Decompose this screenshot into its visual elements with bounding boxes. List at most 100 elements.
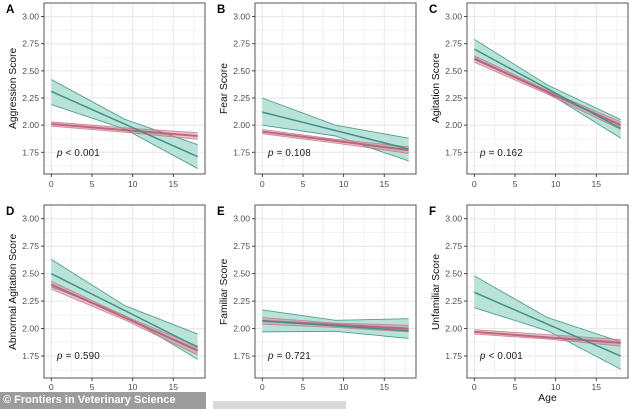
x-tick-label: 5: [90, 382, 95, 392]
ci-band-red-lower-edge: [262, 133, 409, 154]
y-tick-label: 2.00: [445, 120, 462, 130]
x-tick-label: 5: [513, 179, 518, 189]
p-value-c: p = 0.162: [480, 148, 523, 159]
x-tick-label: 10: [128, 179, 138, 189]
panel-border: [254, 204, 417, 379]
y-tick-label: 2.50: [445, 269, 462, 279]
x-tick-label: 15: [592, 179, 602, 189]
x-tick-label: 0: [260, 179, 265, 189]
trend-line-red: [474, 330, 621, 344]
x-tick-label: 5: [513, 382, 518, 392]
y-tick-label: 2.75: [445, 39, 462, 49]
y-tick-label: 2.50: [22, 66, 39, 76]
p-value-text: = 0.162: [485, 148, 523, 159]
y-tick-label: 3.00: [445, 214, 462, 224]
ci-band-green-upper-edge: [262, 309, 409, 321]
ci-band-red-upper-edge: [262, 129, 409, 148]
x-tick-label: 15: [592, 382, 602, 392]
ci-band-green-upper-edge: [262, 97, 409, 139]
ci-band-green-lower-edge: [51, 104, 198, 169]
ci-band-red-lower-edge: [474, 333, 621, 347]
p-value-text: = 0.590: [62, 351, 100, 362]
plot-area-f: 0 5 10 15 1.75 2.00 2.25 2.50 2.75 3.00: [445, 204, 629, 392]
ci-band-red-lower-edge: [51, 288, 198, 356]
p-symbol: p: [480, 148, 486, 159]
plot-area-e: 0 5 10 15 1.75 2.00 2.25 2.50 2.75 3.00: [233, 204, 417, 392]
x-tick-label: 5: [301, 179, 306, 189]
y-tick-label: 2.50: [233, 269, 250, 279]
trend-line-green: [473, 48, 622, 130]
ci-band-red-upper-edge: [262, 317, 409, 326]
x-axis-title: Age: [538, 392, 557, 404]
p-value-text: = 0.721: [273, 351, 311, 362]
panel-b: B Fear Score 0 5 10 15 1.75 2.00 2.25 2.50 2.75 3…: [211, 0, 423, 196]
p-symbol: p: [480, 351, 486, 362]
x-tick-label: 0: [49, 179, 54, 189]
x-tick-label: 15: [169, 179, 179, 189]
trend-line-red: [262, 130, 409, 152]
p-value-text: < 0.001: [485, 351, 523, 362]
panel-label-e: E: [217, 206, 225, 218]
panel-border: [254, 2, 417, 175]
cropped-watermark-strip: [213, 401, 346, 409]
ci-band-red-upper-edge: [474, 55, 621, 123]
trend-line-green: [262, 320, 409, 332]
y-tick-label: 3.00: [22, 12, 39, 22]
panel-border: [466, 204, 629, 379]
ci-band-red-lower-edge: [262, 323, 409, 333]
y-tick-label: 3.00: [233, 12, 250, 22]
x-tick-label: 0: [472, 179, 477, 189]
panel-e: E Familiar Score 0 5 10 15 1.75 2.00 2.25 2.50 2…: [211, 196, 423, 409]
ci-band-green-upper-edge: [474, 38, 621, 121]
plot-area-b: 0 5 10 15 1.75 2.00 2.25 2.50 2.75 3.00: [233, 2, 417, 189]
y-tick-label: 2.00: [22, 120, 39, 130]
p-symbol: p: [57, 351, 63, 362]
panel-f: F Unfamiliar Score 0 5 10 15 1.75 2.00 2.25 2.5…: [423, 196, 634, 409]
y-tick-label: 2.75: [233, 39, 250, 49]
panel-a: A Aggression Score 0 5 10 15 1.75 2.00 2.25 2.5…: [0, 0, 211, 196]
y-tick-label: 2.75: [445, 241, 462, 251]
y-tick-label: 3.00: [445, 12, 462, 22]
y-tick-label: 1.75: [22, 351, 39, 361]
y-tick-label: 3.00: [22, 214, 39, 224]
x-tick-label: 10: [339, 179, 349, 189]
plot-area-a: 0 5 10 15 1.75 2.00 2.25 2.50 2.75 3.00: [22, 2, 206, 189]
panel-label-c: C: [429, 4, 438, 16]
x-tick-label: 5: [301, 382, 306, 392]
p-symbol: p: [268, 351, 274, 362]
ci-band-red-upper-edge: [474, 329, 621, 341]
panel-border: [43, 204, 206, 379]
trend-line-green: [474, 291, 621, 357]
panel-label-b: B: [217, 4, 226, 16]
plot-area-c: 0 5 10 15 1.75 2.00 2.25 2.50 2.75 3.00: [445, 2, 629, 189]
y-tick-label: 1.75: [445, 351, 462, 361]
ci-band-green-lower-edge: [262, 124, 409, 162]
p-value-a: p < 0.001: [57, 148, 100, 159]
p-symbol: p: [268, 148, 274, 159]
y-tick-label: 2.75: [233, 241, 250, 251]
x-tick-label: 0: [472, 382, 477, 392]
panel-label-f: F: [429, 206, 437, 218]
ci-band-green-upper-edge: [51, 79, 198, 146]
panel-c: C Agitation Score 0 5 10 15 1.75 2.00 2.25 2.50…: [423, 0, 634, 196]
x-tick-label: 15: [380, 382, 390, 392]
trend-line-green: [262, 111, 409, 150]
p-value-f: p < 0.001: [480, 351, 523, 362]
y-tick-label: 2.25: [22, 93, 39, 103]
y-tick-label: 2.50: [233, 66, 250, 76]
x-tick-label: 15: [169, 382, 179, 392]
ci-band-red-upper-edge: [51, 280, 198, 347]
trend-line-green: [50, 272, 199, 348]
journal-watermark: © Frontiers in Veterinary Science: [0, 392, 206, 409]
ci-band-red-lower-edge: [474, 61, 621, 130]
p-symbol: p: [57, 148, 63, 159]
p-value-b: p = 0.108: [268, 148, 311, 159]
y-tick-label: 3.00: [233, 214, 250, 224]
x-tick-label: 10: [551, 382, 561, 392]
trend-line-red: [51, 123, 198, 137]
y-tick-label: 2.00: [233, 324, 250, 334]
x-tick-label: 5: [90, 179, 95, 189]
y-tick-label: 2.25: [233, 93, 250, 103]
